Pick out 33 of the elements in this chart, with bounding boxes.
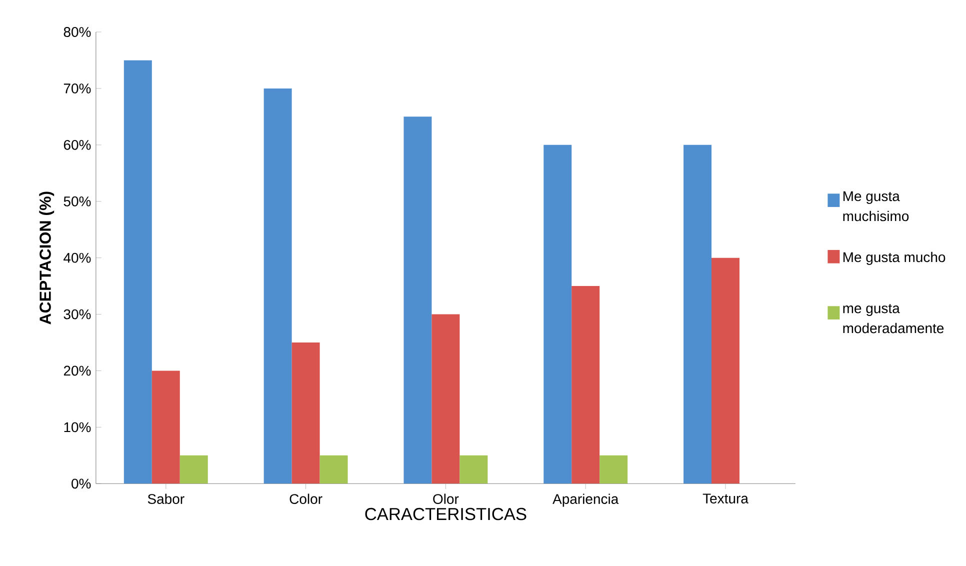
bar [712, 258, 740, 484]
bar [572, 286, 600, 484]
y-tick-label: 50% [64, 196, 91, 206]
y-tick-label: 80% [64, 26, 91, 37]
bar [404, 116, 432, 484]
bar [152, 370, 180, 484]
legend-label: Me gusta muchisimo [843, 191, 909, 222]
x-tick-label: Color [290, 494, 322, 504]
bar [460, 455, 488, 484]
y-tick-label: 20% [64, 366, 91, 376]
y-tick-label: 10% [64, 422, 91, 432]
y-axis-title: ACEPTACION (%) [39, 192, 54, 324]
bar [124, 60, 152, 484]
x-tick-label: Apariencia [552, 494, 619, 507]
bar [180, 455, 208, 484]
x-tick-label: Olor [433, 494, 459, 504]
y-tick-label: 60% [64, 140, 91, 150]
x-tick-label: Textura [702, 494, 748, 504]
bar [320, 455, 348, 484]
bar [600, 455, 628, 484]
legend-label: me gusta moderadamente [843, 304, 944, 334]
bar [264, 88, 292, 484]
bar [432, 314, 460, 484]
bar [292, 342, 320, 484]
x-tick-label: Sabor [148, 494, 184, 504]
x-axis-title: CARACTERISTICAS [365, 508, 526, 520]
y-tick-label: 30% [64, 309, 91, 320]
bar [544, 144, 572, 484]
bar [684, 144, 712, 484]
legend-label: Me gusta mucho [843, 252, 946, 265]
y-tick-label: 40% [64, 252, 91, 263]
y-tick-label: 70% [64, 83, 91, 94]
y-tick-label: 0% [72, 478, 91, 488]
